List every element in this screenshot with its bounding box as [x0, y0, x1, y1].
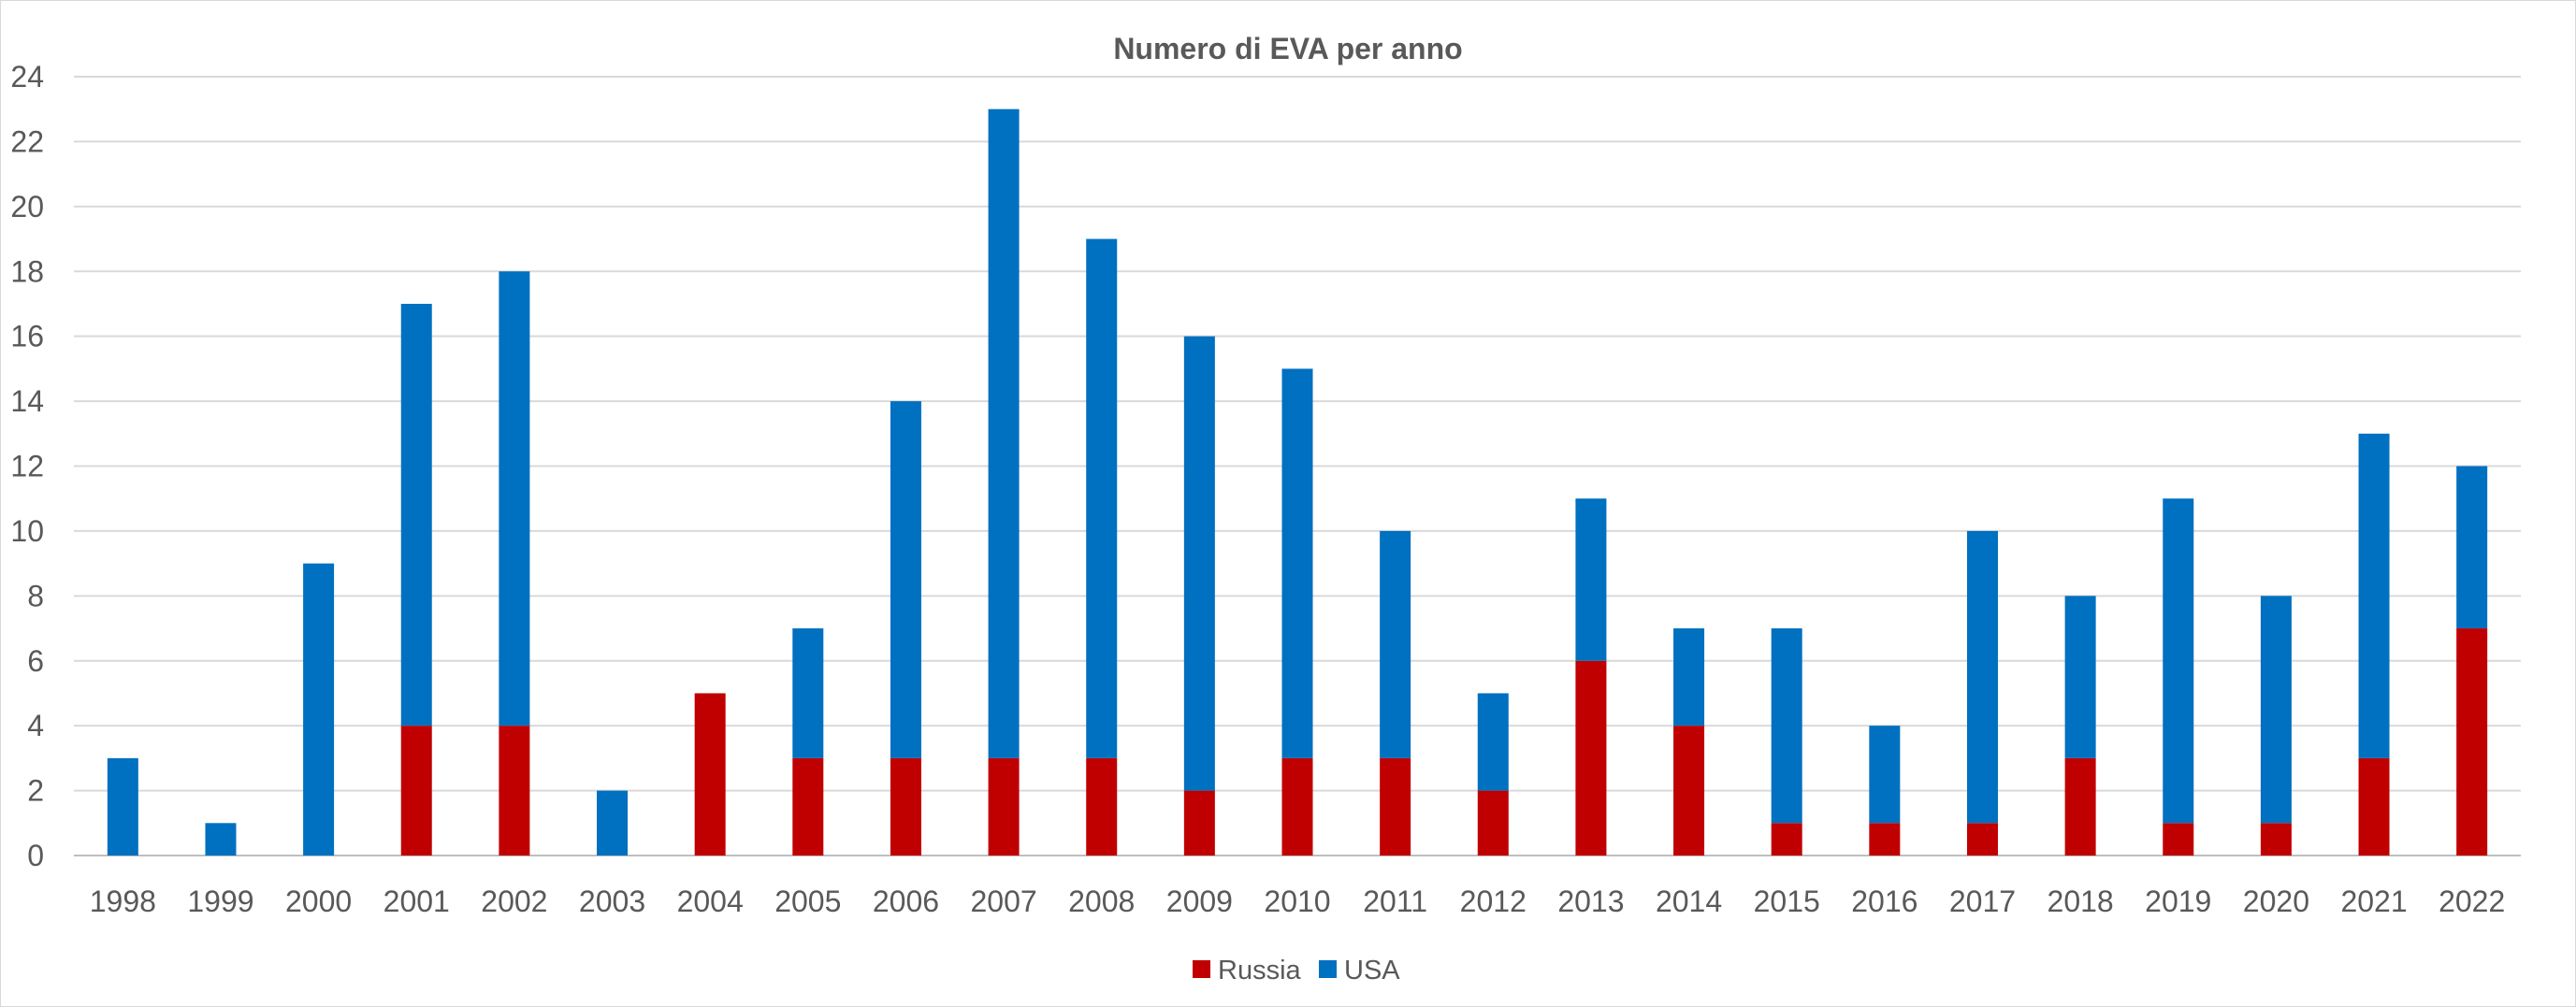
x-tick-label: 1998	[90, 885, 156, 918]
y-tick-label: 18	[10, 254, 44, 288]
x-tick-label: 2005	[774, 885, 841, 918]
bar-russia-2013	[1575, 660, 1607, 856]
bar-usa-2018	[2064, 596, 2096, 758]
bar-russia-2007	[988, 757, 1020, 856]
x-tick-label: 2010	[1264, 885, 1330, 918]
bar-usa-2017	[1966, 530, 1998, 824]
bar-usa-2015	[1771, 628, 1802, 824]
bar-russia-2015	[1771, 823, 1802, 856]
bar-usa-2010	[1281, 368, 1313, 758]
bar-russia-2006	[890, 757, 921, 856]
bar-russia-2002	[499, 726, 530, 856]
x-tick-label: 2002	[481, 885, 547, 918]
x-tick-label: 2012	[1460, 885, 1527, 918]
x-tick-label: 2017	[1949, 885, 2016, 918]
bar-usa-2007	[988, 108, 1020, 758]
bar-usa-2019	[2163, 498, 2194, 824]
bar-usa-1999	[205, 823, 237, 856]
bar-russia-2021	[2358, 757, 2390, 856]
x-tick-label: 2022	[2439, 885, 2505, 918]
y-tick-label: 0	[27, 839, 44, 872]
x-tick-label: 2011	[1363, 885, 1427, 918]
y-tick-label: 24	[10, 60, 44, 94]
x-tick-label: 1999	[187, 885, 253, 918]
bar-russia-2012	[1477, 790, 1509, 856]
legend-swatch-usa	[1319, 960, 1337, 978]
bar-russia-2017	[1966, 823, 1998, 856]
bar-usa-2003	[597, 790, 629, 856]
bar-usa-2009	[1183, 336, 1215, 791]
bar-russia-2019	[2163, 823, 2194, 856]
chart-title: Numero di EVA per anno	[1113, 32, 1462, 65]
x-tick-label: 2019	[2145, 885, 2211, 918]
legend-label-russia: Russia	[1218, 956, 1302, 985]
y-tick-label: 4	[27, 709, 44, 742]
x-tick-label: 2000	[285, 885, 352, 918]
bar-russia-2018	[2064, 757, 2096, 856]
x-tick-label: 2006	[873, 885, 939, 918]
bar-russia-2011	[1380, 757, 1411, 856]
y-tick-label: 10	[10, 514, 44, 548]
y-tick-label: 12	[10, 450, 44, 483]
bar-usa-2016	[1869, 726, 1901, 824]
x-tick-label: 2018	[2048, 885, 2114, 918]
y-tick-label: 6	[27, 644, 44, 678]
bar-russia-2020	[2260, 823, 2292, 856]
bar-usa-2006	[890, 401, 921, 758]
bar-usa-2013	[1575, 498, 1607, 661]
x-tick-label: 2008	[1068, 885, 1135, 918]
x-tick-label: 2009	[1166, 885, 1233, 918]
y-tick-label: 16	[10, 320, 44, 353]
x-tick-label: 2021	[2340, 885, 2407, 918]
x-tick-label: 2003	[579, 885, 645, 918]
bar-usa-2022	[2456, 466, 2488, 629]
bar-usa-2014	[1673, 628, 1705, 726]
bars	[107, 108, 2488, 856]
bar-russia-2014	[1673, 726, 1705, 856]
bar-usa-2000	[303, 563, 335, 856]
x-tick-label: 2014	[1656, 885, 1722, 918]
bar-russia-2010	[1281, 757, 1313, 856]
bar-russia-2022	[2456, 628, 2488, 856]
x-tick-label: 2001	[384, 885, 450, 918]
bar-russia-2009	[1183, 790, 1215, 856]
y-tick-label: 22	[10, 124, 44, 158]
bar-russia-2001	[400, 726, 432, 856]
bar-usa-2002	[499, 271, 530, 726]
bar-russia-2005	[792, 757, 824, 856]
y-tick-label: 14	[10, 384, 44, 418]
bar-usa-2008	[1086, 238, 1118, 758]
bar-usa-2001	[400, 303, 432, 726]
x-tick-label: 2020	[2243, 885, 2309, 918]
bar-usa-2012	[1477, 693, 1509, 791]
x-tick-label: 2016	[1851, 885, 1918, 918]
bar-russia-2008	[1086, 757, 1118, 856]
x-tick-label: 2007	[970, 885, 1036, 918]
legend: Russia USA	[1193, 956, 1400, 985]
y-tick-label: 20	[10, 190, 44, 223]
bar-usa-2021	[2358, 433, 2390, 758]
bar-usa-1998	[107, 757, 138, 856]
y-tick-label: 8	[27, 579, 44, 612]
bar-russia-2004	[694, 693, 726, 856]
y-tick-label: 2	[27, 774, 44, 808]
legend-swatch-russia	[1193, 960, 1210, 978]
x-tick-label: 2013	[1557, 885, 1624, 918]
bar-usa-2005	[792, 628, 824, 758]
x-axis-ticks: 1998 1999 2000 2001 2002 2003 2004 2005 2006 2007…	[90, 885, 2506, 918]
x-tick-label: 2015	[1754, 885, 1820, 918]
bar-usa-2020	[2260, 596, 2292, 824]
bar-russia-2016	[1869, 823, 1901, 856]
bar-usa-2011	[1380, 530, 1411, 758]
x-tick-label: 2004	[677, 885, 744, 918]
legend-label-usa: USA	[1344, 956, 1400, 985]
